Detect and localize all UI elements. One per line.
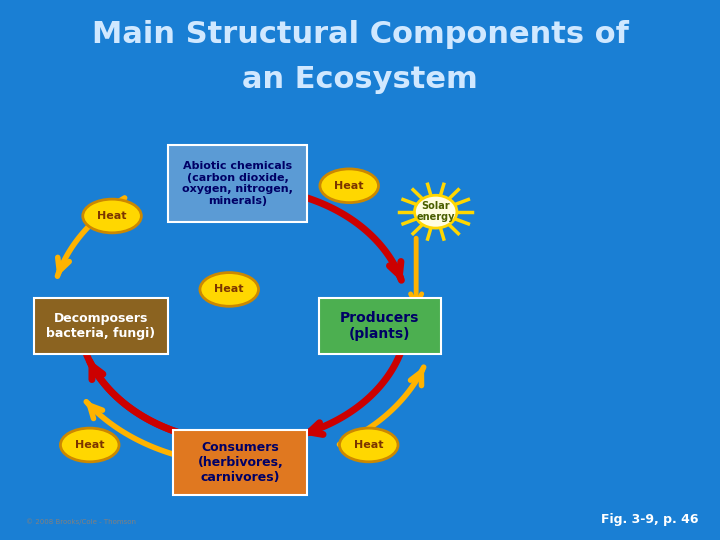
Text: Solar
energy: Solar energy xyxy=(416,201,455,222)
Text: Fig. 3-9, p. 46: Fig. 3-9, p. 46 xyxy=(601,514,698,526)
FancyBboxPatch shape xyxy=(318,298,441,354)
Text: Abiotic chemicals
(carbon dioxide,
oxygen, nitrogen,
minerals): Abiotic chemicals (carbon dioxide, oxyge… xyxy=(182,161,293,206)
Circle shape xyxy=(415,195,457,228)
Text: Heat: Heat xyxy=(354,440,384,450)
Text: Heat: Heat xyxy=(75,440,104,450)
Text: Decomposers
bacteria, fungi): Decomposers bacteria, fungi) xyxy=(46,312,156,340)
Text: Main Structural Components of: Main Structural Components of xyxy=(91,19,629,49)
Text: Producers
(plants): Producers (plants) xyxy=(341,311,420,341)
Text: Heat: Heat xyxy=(215,285,244,294)
Text: Heat: Heat xyxy=(335,181,364,191)
Ellipse shape xyxy=(83,199,141,233)
Text: Consumers
(herbivores,
carnivores): Consumers (herbivores, carnivores) xyxy=(197,441,283,484)
Ellipse shape xyxy=(200,273,258,306)
FancyBboxPatch shape xyxy=(168,145,307,222)
Ellipse shape xyxy=(339,428,398,462)
Text: an Ecosystem: an Ecosystem xyxy=(242,65,478,94)
Ellipse shape xyxy=(60,428,119,462)
Text: © 2008 Brooks/Cole - Thomson: © 2008 Brooks/Cole - Thomson xyxy=(26,518,135,525)
Ellipse shape xyxy=(320,169,379,202)
FancyBboxPatch shape xyxy=(174,430,307,495)
FancyBboxPatch shape xyxy=(34,298,168,354)
Text: Heat: Heat xyxy=(97,211,127,221)
